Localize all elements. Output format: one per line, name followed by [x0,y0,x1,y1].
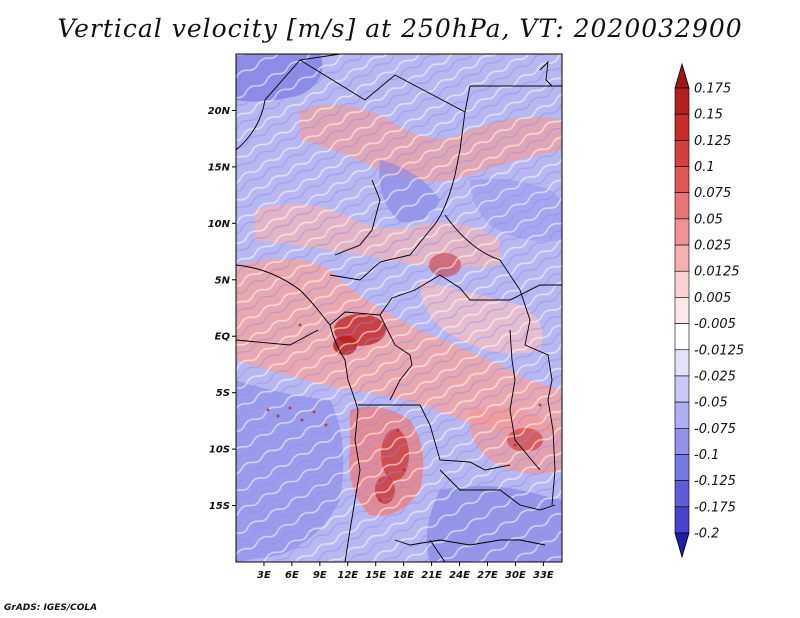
grads-credit: GrADS: IGES/COLA [4,603,98,613]
colorbar-level-label: 0.175 [694,82,731,97]
lat-tick-label: 10N [208,219,231,230]
lat-tick-label: 5S [216,388,230,399]
colorbar-level-label: 0.0125 [694,265,740,280]
colorbar-level-label: -0.2 [694,527,719,542]
colorbar-swatch [674,87,690,115]
colorbar-level-label: -0.1 [694,448,719,463]
colorbar-swatch [674,401,690,429]
colorbar-swatch [674,140,690,167]
colorbar: 0.175 0.15 0.125 0.1 0.075 0.05 0.025 0.0125 0.0… [674,62,744,559]
colorbar-level-label: -0.025 [694,369,736,384]
colorbar-swatch [674,297,690,324]
lat-tick-label: 5N [215,275,231,286]
colorbar-swatch [674,218,690,246]
colorbar-swatch [674,113,690,141]
colorbar-swatch [674,349,690,377]
colorbar-level-label: 0.15 [694,108,723,123]
lat-tick-label: 10S [209,445,230,456]
lon-tick-label: 15E [365,570,386,581]
colorbar-level-label: 0.005 [694,291,731,306]
colorbar-level-label: -0.005 [694,317,736,332]
latitude-axis: 20N 15N 10N 5N EQ 5S 10S 15S [208,106,236,512]
lat-tick-label: 15S [209,501,230,512]
lon-tick-label: 30E [505,570,526,581]
colorbar-level-label: -0.125 [694,474,736,489]
velocity-field [236,54,562,562]
colorbar-swatch [674,480,690,508]
lat-tick-label: 20N [208,106,231,117]
lon-tick-label: 24E [449,570,470,581]
lat-tick-label: EQ [215,332,231,343]
colorbar-level-label: -0.05 [694,396,728,411]
lon-tick-label: 3E [257,570,271,581]
country-borders [236,54,562,562]
colorbar-swatch [674,192,690,220]
lon-tick-label: 27E [477,570,498,581]
colorbar-swatch [674,323,690,351]
colorbar-level-label: 0.125 [694,134,731,149]
lat-tick-label: 15N [208,162,231,173]
colorbar-swatch [674,427,690,455]
colorbar-top-arrow [674,62,690,89]
lon-tick-label: 21E [421,570,442,581]
colorbar-swatch [674,244,690,272]
longitude-axis: 3E 6E 9E 12E 15E 18E 21E 24E 27E 30E 33E [257,562,554,581]
colorbar-level-label: 0.1 [694,160,715,175]
colorbar-bottom-arrow [674,532,690,559]
lon-tick-label: 12E [337,570,358,581]
colorbar-level-label: -0.175 [694,500,736,515]
lon-tick-label: 33E [533,570,554,581]
lon-tick-label: 18E [393,570,414,581]
colorbar-level-label: 0.05 [694,212,723,227]
colorbar-swatch [674,454,690,481]
plot-frame [235,53,563,563]
colorbar-level-label: -0.0125 [694,343,744,358]
colorbar-swatch [674,506,690,534]
colorbar-swatch [674,166,690,194]
lon-tick-label: 6E [285,570,299,581]
colorbar-level-label: 0.025 [694,239,731,254]
lon-tick-label: 9E [313,570,327,581]
chart-title: Vertical velocity [m/s] at 250hPa, VT: 2… [57,14,743,43]
colorbar-level-label: 0.075 [694,186,731,201]
colorbar-level-label: -0.075 [694,422,736,437]
colorbar-swatch [674,375,690,403]
colorbar-swatch [674,270,690,298]
